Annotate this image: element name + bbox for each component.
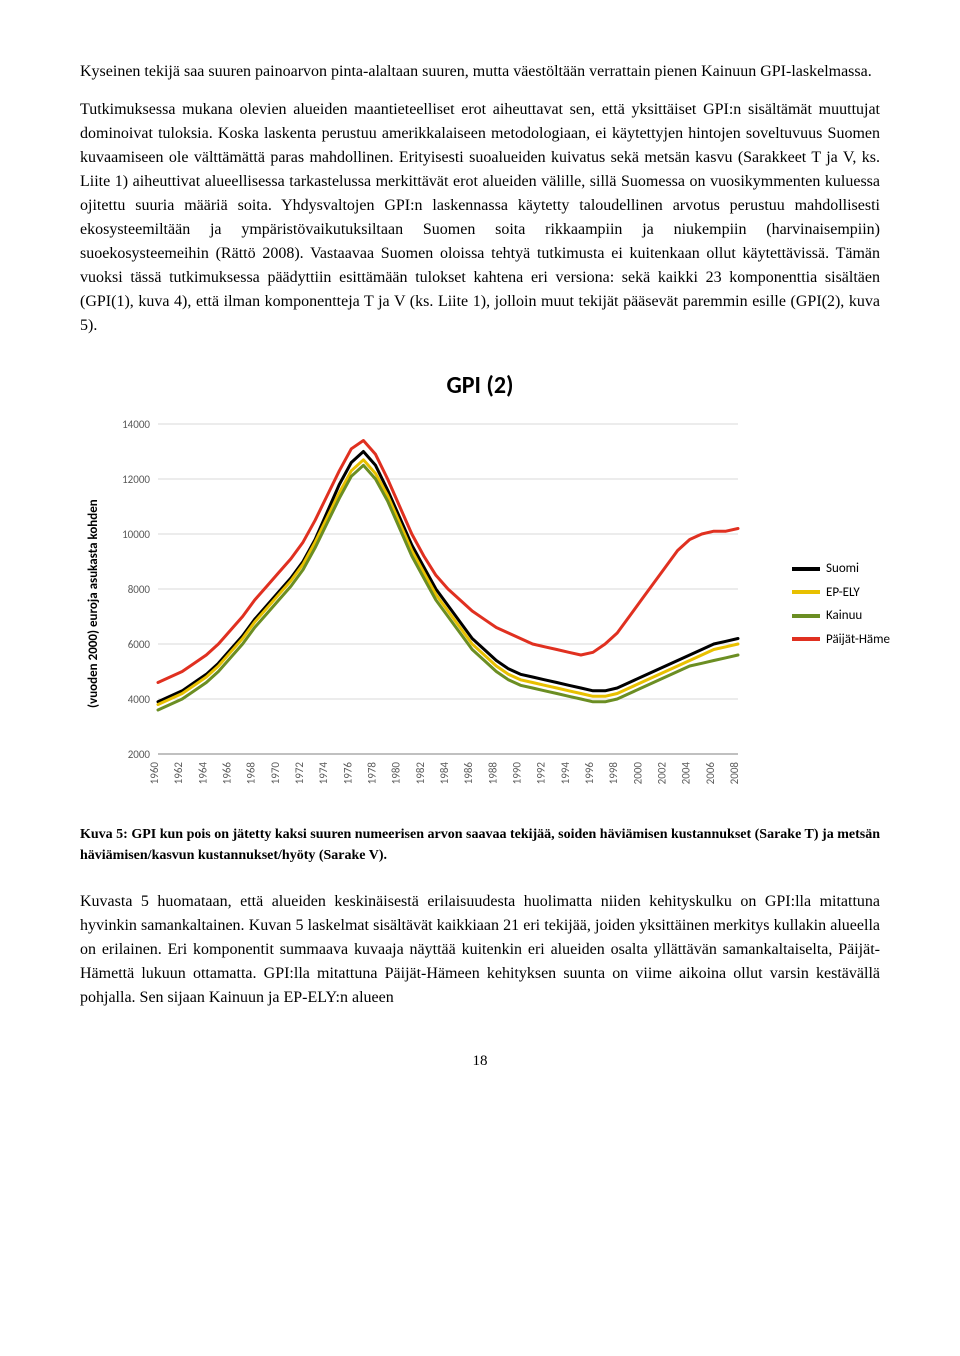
legend-swatch [792, 637, 820, 641]
svg-text:4000: 4000 [127, 693, 150, 706]
chart-title: GPI (2) [80, 368, 880, 404]
svg-text:1976: 1976 [341, 762, 354, 785]
svg-text:1990: 1990 [510, 762, 523, 785]
legend-item: Kainuu [792, 606, 890, 626]
svg-text:1996: 1996 [583, 762, 596, 785]
svg-text:1980: 1980 [389, 762, 402, 785]
svg-text:1986: 1986 [462, 762, 475, 785]
legend-label: EP-ELY [826, 583, 860, 603]
svg-text:1972: 1972 [293, 762, 306, 785]
chart-svg: 2000 4000 6000 8000 10000 12000 14000 1960 1962 1… [108, 414, 858, 794]
svg-text:2000: 2000 [127, 748, 150, 761]
page-number: 18 [80, 1050, 880, 1073]
svg-text:1962: 1962 [172, 762, 185, 785]
svg-text:1994: 1994 [558, 762, 571, 785]
svg-text:1984: 1984 [438, 762, 451, 785]
svg-text:1978: 1978 [365, 762, 378, 785]
svg-text:14000: 14000 [122, 418, 150, 431]
chart-plot: 2000 4000 6000 8000 10000 12000 14000 1960 1962 1… [108, 414, 881, 794]
paragraph-2: Tutkimuksessa mukana olevien alueiden ma… [80, 98, 880, 338]
svg-text:1964: 1964 [196, 762, 209, 785]
svg-text:12000: 12000 [122, 473, 150, 486]
svg-text:1992: 1992 [534, 762, 547, 785]
y-axis-label: (vuoden 2000) euroja asukasta kohden [80, 414, 108, 794]
svg-text:1982: 1982 [413, 762, 426, 785]
svg-text:2006: 2006 [703, 762, 716, 785]
legend-label: Kainuu [826, 606, 862, 626]
legend-swatch [792, 567, 820, 571]
svg-text:2002: 2002 [655, 762, 668, 785]
svg-text:1998: 1998 [607, 762, 620, 785]
svg-text:10000: 10000 [122, 528, 150, 541]
legend-item: Päijät-Häme [792, 630, 890, 650]
figure-caption: Kuva 5: GPI kun pois on jätetty kaksi su… [80, 824, 880, 866]
legend-item: EP-ELY [792, 583, 890, 603]
svg-text:1970: 1970 [268, 762, 281, 785]
svg-text:1974: 1974 [317, 762, 330, 785]
svg-text:6000: 6000 [127, 638, 150, 651]
svg-text:2004: 2004 [679, 762, 692, 785]
svg-text:1960: 1960 [148, 762, 161, 785]
paragraph-3: Kuvasta 5 huomataan, että alueiden keski… [80, 890, 880, 1010]
legend-item: Suomi [792, 559, 890, 579]
chart-figure: GPI (2) (vuoden 2000) euroja asukasta ko… [80, 368, 880, 794]
svg-text:1966: 1966 [220, 762, 233, 785]
paragraph-1: Kyseinen tekijä saa suuren painoarvon pi… [80, 60, 880, 84]
legend-label: Suomi [826, 559, 859, 579]
legend-label: Päijät-Häme [826, 630, 890, 650]
legend-swatch [792, 590, 820, 594]
svg-text:1968: 1968 [244, 762, 257, 785]
svg-text:1988: 1988 [486, 762, 499, 785]
svg-text:8000: 8000 [127, 583, 150, 596]
chart-legend: Suomi EP-ELY Kainuu Päijät-Häme [792, 555, 890, 653]
legend-swatch [792, 614, 820, 618]
svg-text:2008: 2008 [728, 762, 741, 785]
svg-text:2000: 2000 [631, 762, 644, 785]
